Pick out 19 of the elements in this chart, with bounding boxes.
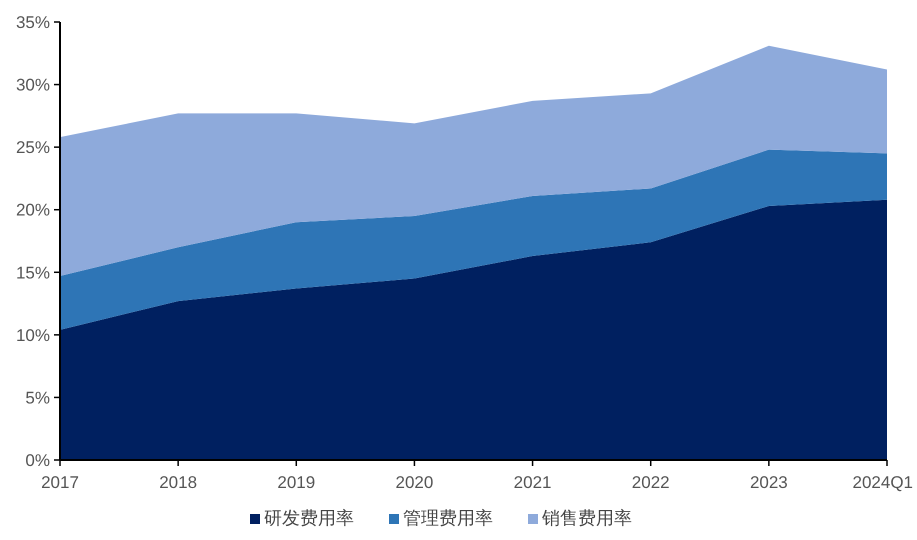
y-tick-label: 20% [16, 200, 50, 220]
y-tick-label: 25% [16, 138, 50, 158]
x-tick-label: 2023 [750, 473, 788, 492]
y-tick-label: 15% [16, 263, 50, 282]
legend-label: 研发费用率 [264, 508, 354, 528]
x-tick-label: 2022 [632, 473, 670, 492]
x-tick-label: 2021 [514, 473, 552, 492]
y-tick-label: 5% [25, 388, 50, 408]
y-tick-label: 35% [16, 13, 50, 32]
y-tick-label: 30% [16, 76, 50, 95]
x-tick-label: 2018 [159, 473, 198, 492]
x-tick-label: 2017 [41, 473, 79, 492]
legend-label: 管理费用率 [403, 508, 493, 528]
x-tick-label: 2020 [396, 473, 434, 492]
x-tick-label: 2024Q1 [852, 473, 913, 492]
x-tick-label: 2019 [277, 473, 316, 492]
legend-label: 销售费用率 [541, 508, 632, 528]
y-tick-label: 0% [25, 451, 50, 470]
y-tick-label: 10% [16, 326, 50, 345]
